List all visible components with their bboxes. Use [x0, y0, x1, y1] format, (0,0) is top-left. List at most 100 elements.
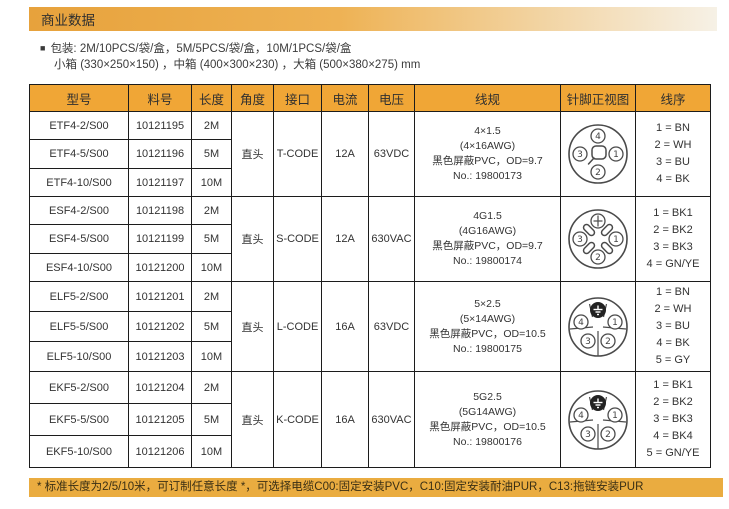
length-cell: 2M: [191, 371, 232, 404]
model-cell: EKF5-5/S00: [29, 403, 129, 436]
pin-view-cell: 1 2 3: [560, 196, 636, 282]
model-cell: ELF5-10/S00: [29, 341, 129, 372]
voltage-cell: 630VAC: [368, 196, 415, 282]
svg-text:1: 1: [613, 235, 619, 245]
spec-table: 型号 料号 长度 角度 接口 电流 电压 线规 针脚正视图 线序 ETF4-2/…: [29, 84, 711, 468]
header-part-number: 料号: [128, 84, 192, 112]
length-cell: 10M: [191, 168, 232, 197]
wire-order-cell: 1 = BN 2 = WH 3 = BU 4 = BK 5 = GY: [635, 281, 711, 372]
header-interface: 接口: [273, 84, 322, 112]
table-row: ELF5-2/S00 10121201 2M 直头 L-CODE 16A 63V…: [29, 281, 711, 372]
part-number-cell: 10121199: [128, 224, 192, 254]
table-row: ETF4-2/S00 10121195 2M 直头 T-CODE 12A 63V…: [29, 111, 711, 197]
svg-text:1: 1: [612, 318, 618, 328]
svg-text:3: 3: [577, 235, 583, 245]
length-cell: 2M: [191, 111, 232, 140]
svg-text:3: 3: [585, 337, 591, 347]
part-number-cell: 10121206: [128, 435, 192, 468]
svg-text:4: 4: [578, 318, 584, 328]
packaging-note: ■ 包装: 2M/10PCS/袋/盒，5M/5PCS/袋/盒，10M/1PCS/袋…: [40, 40, 420, 73]
part-number-cell: 10121205: [128, 403, 192, 436]
length-cell: 10M: [191, 435, 232, 468]
angle-cell: 直头: [231, 371, 274, 468]
header-current: 电流: [321, 84, 369, 112]
interface-cell: K-CODE: [273, 371, 322, 468]
table-row: EKF5-5/S00 10121205 5M: [29, 403, 711, 436]
svg-text:2: 2: [605, 430, 611, 440]
table-row: ETF4-10/S00 10121197 10M: [29, 168, 711, 197]
svg-text:1: 1: [612, 411, 618, 421]
svg-text:4: 4: [578, 411, 584, 421]
current-cell: 12A: [321, 111, 369, 197]
part-number-cell: 10121198: [128, 196, 192, 225]
wire-spec-cell: 4×1.5 (4×16AWG) 黑色屏蔽PVC，OD=9.7 No.: 1980…: [414, 111, 561, 197]
packaging-line-1: ■ 包装: 2M/10PCS/袋/盒，5M/5PCS/袋/盒，10M/1PCS/袋…: [40, 43, 352, 55]
pin-view-cell: 4 1 2 3: [560, 111, 636, 197]
length-cell: 5M: [191, 224, 232, 254]
header-angle: 角度: [231, 84, 274, 112]
current-cell: 16A: [321, 281, 369, 372]
length-cell: 10M: [191, 253, 232, 282]
packaging-line-2: 小箱 (330×250×150) ，中箱 (400×300×230) ，大箱 (…: [54, 59, 421, 71]
model-cell: ELF5-2/S00: [29, 281, 129, 312]
length-cell: 5M: [191, 311, 232, 342]
length-cell: 2M: [191, 196, 232, 225]
table-row: ESF4-2/S00 10121198 2M 直头 S-CODE 12A 630…: [29, 196, 711, 282]
pin-view-cell: 4 1 3 2: [560, 281, 636, 372]
svg-text:2: 2: [595, 168, 601, 178]
wire-spec-cell: 4G1.5 (4G16AWG) 黑色屏蔽PVC，OD=9.7 No.: 1980…: [414, 196, 561, 282]
part-number-cell: 10121196: [128, 139, 192, 169]
part-number-cell: 10121195: [128, 111, 192, 140]
pin-view-l-code-diagram: 4 1 3 2: [568, 296, 628, 357]
bullet-square-icon: ■: [40, 43, 46, 53]
length-cell: 10M: [191, 341, 232, 372]
interface-cell: T-CODE: [273, 111, 322, 197]
part-number-cell: 10121204: [128, 371, 192, 404]
angle-cell: 直头: [231, 111, 274, 197]
angle-cell: 直头: [231, 196, 274, 282]
table-row: ETF4-5/S00 10121196 5M: [29, 139, 711, 169]
section-title-bar: 商业数据: [29, 7, 717, 31]
model-cell: ETF4-5/S00: [29, 139, 129, 169]
part-number-cell: 10121201: [128, 281, 192, 312]
svg-text:2: 2: [605, 337, 611, 347]
header-wire-spec: 线规: [414, 84, 561, 112]
table-row: EKF5-2/S00 10121204 2M 直头 K-CODE 16A 630…: [29, 371, 711, 468]
interface-cell: S-CODE: [273, 196, 322, 282]
model-cell: ETF4-2/S00: [29, 111, 129, 140]
voltage-cell: 63VDC: [368, 111, 415, 197]
part-number-cell: 10121202: [128, 311, 192, 342]
page-title: 商业数据: [41, 13, 95, 28]
header-wire-order: 线序: [635, 84, 711, 112]
current-cell: 16A: [321, 371, 369, 468]
model-cell: ETF4-10/S00: [29, 168, 129, 197]
wire-order-cell: 1 = BN 2 = WH 3 = BU 4 = BK: [635, 111, 711, 197]
svg-text:4: 4: [595, 132, 601, 142]
angle-cell: 直头: [231, 281, 274, 372]
model-cell: ESF4-2/S00: [29, 196, 129, 225]
voltage-cell: 630VAC: [368, 371, 415, 468]
length-cell: 5M: [191, 403, 232, 436]
header-model: 型号: [29, 84, 129, 112]
svg-text:3: 3: [577, 150, 583, 160]
wire-spec-cell: 5×2.5 (5×14AWG) 黑色屏蔽PVC，OD=10.5 No.: 198…: [414, 281, 561, 372]
model-cell: EKF5-10/S00: [29, 435, 129, 468]
svg-text:2: 2: [595, 253, 601, 263]
table-row: ELF5-10/S00 10121203 10M: [29, 341, 711, 372]
header-voltage: 电压: [368, 84, 415, 112]
svg-text:3: 3: [585, 430, 591, 440]
pin-view-cell: 4 1 3 2: [560, 371, 636, 468]
wire-order-cell: 1 = BK1 2 = BK2 3 = BK3 4 = GN/YE: [635, 196, 711, 282]
model-cell: ESF4-10/S00: [29, 253, 129, 282]
part-number-cell: 10121203: [128, 341, 192, 372]
header-length: 长度: [191, 84, 232, 112]
svg-text:1: 1: [613, 150, 619, 160]
table-row: ESF4-5/S00 10121199 5M: [29, 224, 711, 254]
model-cell: ELF5-5/S00: [29, 311, 129, 342]
pin-view-k-code-diagram: 4 1 3 2: [568, 389, 628, 450]
table-row: ESF4-10/S00 10121200 10M: [29, 253, 711, 282]
length-cell: 5M: [191, 139, 232, 169]
header-pin-view: 针脚正视图: [560, 84, 636, 112]
footnote-bar: * 标准长度为2/5/10米，可订制任意长度 *，可选择电缆C00:固定安装PV…: [29, 478, 723, 497]
